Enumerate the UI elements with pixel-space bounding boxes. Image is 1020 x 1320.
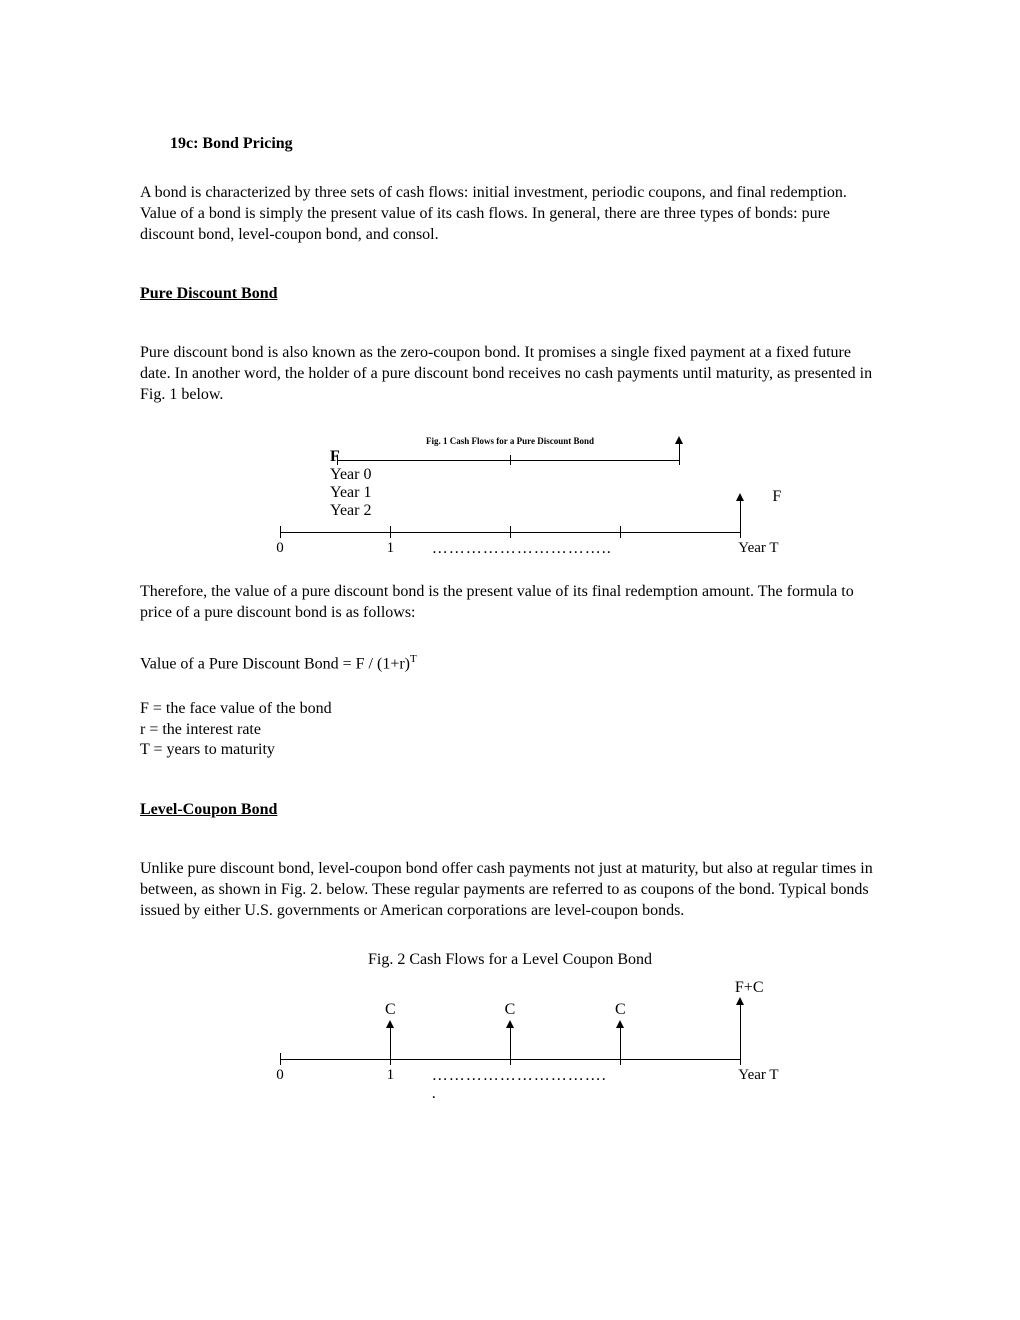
figure-1-label-1: 1 xyxy=(387,540,395,557)
section-heading-pure-discount: Pure Discount Bond xyxy=(140,285,880,303)
figure-2-c-label-3: C xyxy=(615,1001,626,1019)
document-page: 19c: Bond Pricing A bond is characterize… xyxy=(0,0,1020,1320)
section-heading-level-coupon: Level-Coupon Bond xyxy=(140,801,880,819)
pure-discount-paragraph-1: Pure discount bond is also known as the … xyxy=(140,343,880,405)
figure-1-main-timeline: F 0 1 ………………………….. Year T xyxy=(280,492,740,547)
definition-r: r = the interest rate xyxy=(140,720,880,741)
figure-2: Fig. 2 Cash Flows for a Level Coupon Bon… xyxy=(250,951,770,1074)
figure-2-label-1: 1 xyxy=(387,1067,395,1084)
arrow-up-icon xyxy=(620,1027,621,1059)
level-coupon-paragraph-1: Unlike pure discount bond, level-coupon … xyxy=(140,859,880,921)
pure-discount-paragraph-2: Therefore, the value of a pure discount … xyxy=(140,582,880,624)
formula-text: Value of a Pure Discount Bond = F / (1+r… xyxy=(140,656,410,673)
figure-1: Fig. 1 Cash Flows for a Pure Discount Bo… xyxy=(260,436,760,547)
figure-1-f-label: F xyxy=(772,488,781,506)
pure-discount-formula: Value of a Pure Discount Bond = F / (1+r… xyxy=(140,653,880,673)
definition-f: F = the face value of the bond xyxy=(140,699,880,720)
arrow-up-icon xyxy=(390,1027,391,1059)
definition-t: T = years to maturity xyxy=(140,740,880,761)
page-title: 19c: Bond Pricing xyxy=(170,135,880,153)
figure-1-dots: ………………………….. xyxy=(432,540,612,558)
figure-2-caption: Fig. 2 Cash Flows for a Level Coupon Bon… xyxy=(250,951,770,969)
figure-2-dots: …………………………. xyxy=(432,1067,607,1085)
figure-2-c-label-2: C xyxy=(505,1001,516,1019)
figure-1-caption: Fig. 1 Cash Flows for a Pure Discount Bo… xyxy=(260,436,760,446)
definitions-block: F = the face value of the bond r = the i… xyxy=(140,699,880,761)
arrow-up-icon xyxy=(679,443,680,460)
figure-1-small-timeline: F Year 0 Year 1 Year 2 xyxy=(330,448,690,482)
intro-paragraph: A bond is characterized by three sets of… xyxy=(140,183,880,245)
arrow-up-icon xyxy=(510,1027,511,1059)
figure-2-label-t: Year T xyxy=(738,1067,778,1084)
arrow-up-icon xyxy=(740,1004,741,1059)
figure-2-dot-extra: . xyxy=(432,1085,437,1103)
figure-2-fc-label: F+C xyxy=(735,979,764,997)
figure-2-label-0: 0 xyxy=(276,1067,284,1084)
figure-1-label-t: Year T xyxy=(738,540,778,557)
figure-1-label-0: 0 xyxy=(276,540,284,557)
figure-2-c-label-1: C xyxy=(385,1001,396,1019)
figure-1-small-label-0: Year 0 xyxy=(330,466,690,484)
formula-exponent: T xyxy=(410,653,417,665)
arrow-up-icon xyxy=(740,500,741,532)
figure-2-main-timeline: C C C F+C 0 1 …………………………. . Year T xyxy=(280,979,740,1074)
